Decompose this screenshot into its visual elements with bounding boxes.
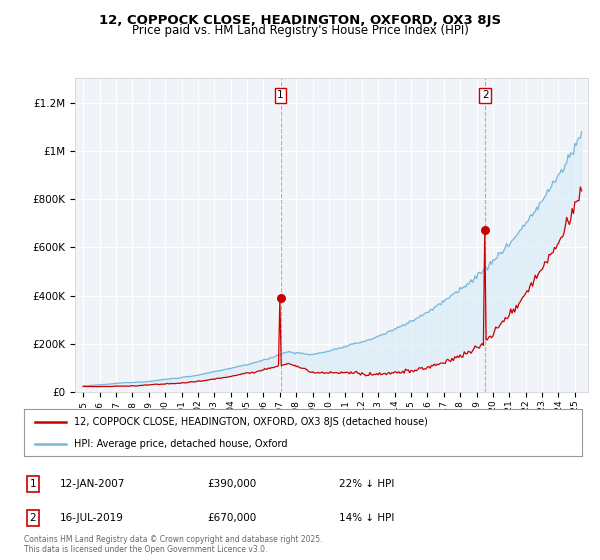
Text: HPI: Average price, detached house, Oxford: HPI: Average price, detached house, Oxfo…	[74, 438, 288, 449]
Text: 12, COPPOCK CLOSE, HEADINGTON, OXFORD, OX3 8JS (detached house): 12, COPPOCK CLOSE, HEADINGTON, OXFORD, O…	[74, 417, 428, 427]
Text: 2: 2	[29, 513, 37, 523]
Text: £670,000: £670,000	[207, 513, 256, 523]
Text: £390,000: £390,000	[207, 479, 256, 489]
Text: 1: 1	[29, 479, 37, 489]
Point	[481, 226, 490, 235]
Point	[276, 293, 286, 302]
Text: 2: 2	[482, 91, 489, 100]
Text: 1: 1	[277, 91, 284, 100]
Text: 14% ↓ HPI: 14% ↓ HPI	[339, 513, 394, 523]
Text: 12-JAN-2007: 12-JAN-2007	[60, 479, 125, 489]
Text: 12, COPPOCK CLOSE, HEADINGTON, OXFORD, OX3 8JS: 12, COPPOCK CLOSE, HEADINGTON, OXFORD, O…	[99, 14, 501, 27]
Text: 22% ↓ HPI: 22% ↓ HPI	[339, 479, 394, 489]
Text: 16-JUL-2019: 16-JUL-2019	[60, 513, 124, 523]
Text: Contains HM Land Registry data © Crown copyright and database right 2025.
This d: Contains HM Land Registry data © Crown c…	[24, 535, 323, 554]
Text: Price paid vs. HM Land Registry's House Price Index (HPI): Price paid vs. HM Land Registry's House …	[131, 24, 469, 36]
